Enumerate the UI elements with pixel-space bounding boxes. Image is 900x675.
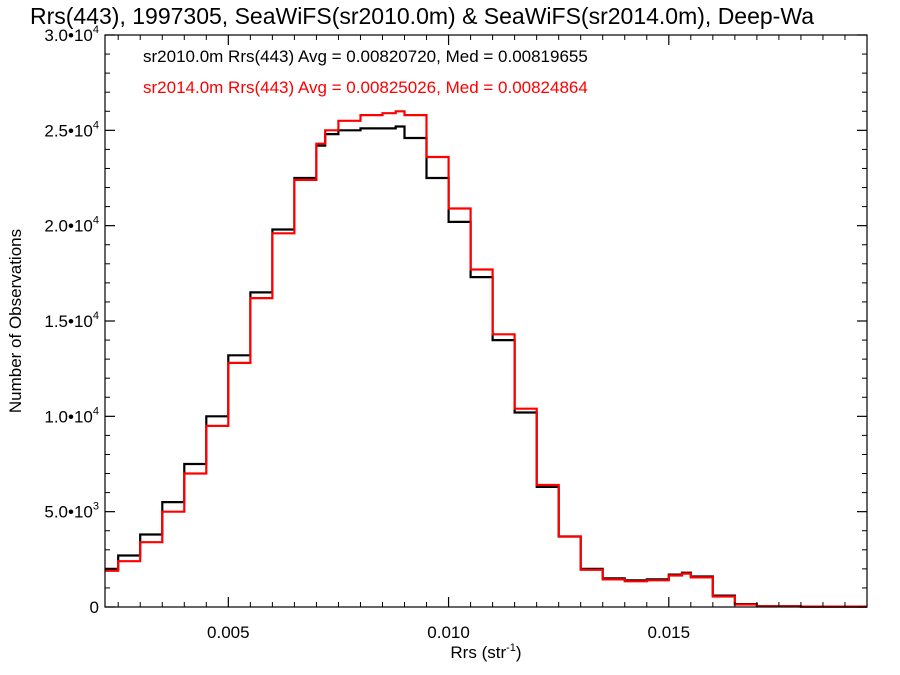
x-axis-label-end: ) <box>516 643 522 662</box>
y-axis-ticks: 0 5.0•103 1.0•104 1.5•104 2.0•104 2.5•104 3.0•… <box>44 24 867 617</box>
y-tick-label: 3.0•104 <box>44 24 99 45</box>
y-tick-label: 0 <box>90 598 99 617</box>
x-axis-ticks: 0.005 0.010 0.015 <box>117 35 846 642</box>
y-tick-label: 1.0•104 <box>44 405 99 426</box>
chart-title: Rrs(443), 1997305, SeaWiFS(sr2010.0m) & … <box>30 3 814 29</box>
plot-frame <box>104 34 868 608</box>
x-tick-label: 0.005 <box>207 623 250 642</box>
annotations-group: sr2010.0m Rrs(443) Avg = 0.00820720, Med… <box>143 47 588 97</box>
y-tick-label: 5.0•103 <box>44 501 99 522</box>
series-line-1 <box>105 110 867 608</box>
y-tick-label: 2.0•104 <box>44 215 99 236</box>
annotation-sr2010: sr2010.0m Rrs(443) Avg = 0.00820720, Med… <box>143 47 588 66</box>
y-tick-label: 2.5•104 <box>44 119 99 140</box>
x-tick-label: 0.010 <box>427 623 470 642</box>
x-tick-label: 0.015 <box>648 623 691 642</box>
annotation-sr2014: sr2014.0m Rrs(443) Avg = 0.00825026, Med… <box>143 78 588 97</box>
x-axis-label: Rrs (str-1) <box>450 642 521 662</box>
x-axis-label-sup: -1 <box>506 642 516 654</box>
y-tick-label: 1.5•104 <box>44 310 99 331</box>
y-axis-label: Number of Observations <box>6 229 25 413</box>
x-axis-label-main: Rrs (str <box>450 643 506 662</box>
series-layer <box>105 110 867 608</box>
series-line-0 <box>105 125 867 608</box>
